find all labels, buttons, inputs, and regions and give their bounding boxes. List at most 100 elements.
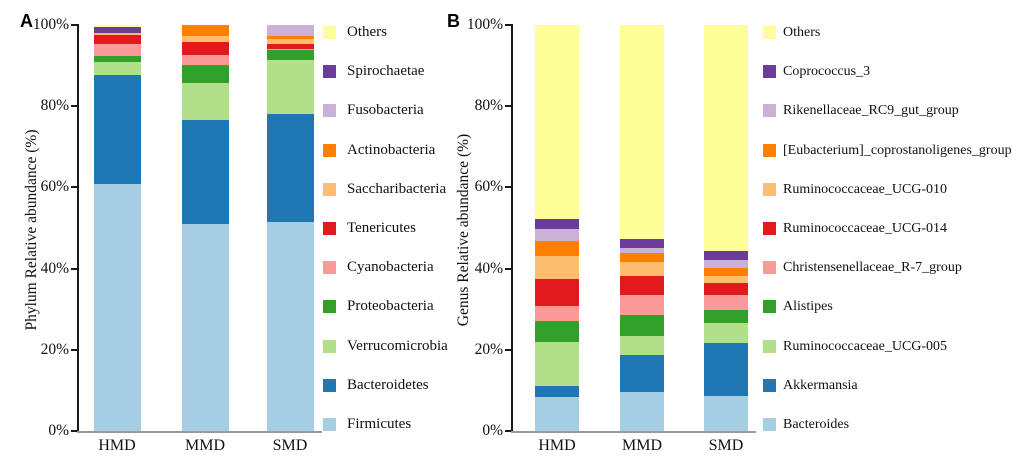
y-axis-line — [511, 24, 513, 432]
bar-segment-Bacteroidetes — [94, 75, 141, 184]
y-tick-label: 20% — [474, 341, 503, 358]
legend-swatch-Others — [323, 26, 336, 39]
bar-segment-Fusobacteria — [94, 33, 141, 34]
bar-segment-[Eubacterium]_coprostanoligenes_group — [620, 253, 664, 262]
legend-swatch-Actinobacteria — [323, 144, 336, 157]
panel-b-label: B — [447, 11, 460, 31]
legend-swatch-Firmicutes — [323, 418, 336, 431]
bar-segment-Ruminococcaceae_UCG-005 — [704, 323, 748, 343]
y-tick — [71, 24, 77, 26]
y-tick — [505, 268, 511, 270]
legend-swatch-Cyanobacteria — [323, 261, 336, 274]
legend-label-Rikenellaceae_RC9_gut_group: Rikenellaceae_RC9_gut_group — [783, 103, 959, 118]
legend-label-Others: Others — [347, 24, 387, 40]
bar-segment-Ruminococcaceae_UCG-005 — [535, 342, 579, 386]
y-tick — [505, 186, 511, 188]
bar-segment-Firmicutes — [267, 222, 314, 431]
legend-label-Actinobacteria: Actinobacteria — [347, 142, 436, 158]
category-label-SMD: SMD — [708, 437, 744, 454]
bar-segment-Spirochaetae — [94, 27, 141, 33]
legend-label-Spirochaetae: Spirochaetae — [347, 63, 425, 79]
bar-segment-Christensenellaceae_R-7_group — [704, 295, 748, 310]
legend-label-Alistipes: Alistipes — [783, 299, 833, 314]
legend-swatch-Ruminococcaceae_UCG-014 — [763, 222, 776, 235]
bar-segment-Akkermansia — [704, 343, 748, 396]
y-tick-label: 100% — [32, 16, 69, 33]
legend-label-Saccharibacteria: Saccharibacteria — [347, 181, 447, 197]
bar-segment-[Eubacterium]_coprostanoligenes_group — [704, 268, 748, 276]
bar-segment-Others — [535, 25, 579, 219]
y-tick — [71, 268, 77, 270]
bar-segment-Verrucomicrobia — [182, 83, 229, 120]
y-tick — [505, 24, 511, 26]
legend-swatch-Ruminococcaceae_UCG-010 — [763, 183, 776, 196]
category-label-HMD: HMD — [538, 437, 576, 454]
bar-segment-Cyanobacteria — [94, 44, 141, 56]
bar-segment-Firmicutes — [182, 224, 229, 431]
bar-segment-Actinobacteria — [182, 25, 229, 36]
bar-segment-Bacteroides — [620, 392, 664, 431]
bar-segment-Cyanobacteria — [267, 49, 314, 50]
legend-swatch-Tenericutes — [323, 222, 336, 235]
bar-segment-Coprococcus_3 — [704, 251, 748, 260]
y-tick-label: 0% — [48, 422, 69, 439]
legend-label-Ruminococcaceae_UCG-005: Ruminococcaceae_UCG-005 — [783, 339, 948, 354]
legend-label-Verrucomicrobia: Verrucomicrobia — [347, 338, 448, 354]
legend-label-Coprococcus_3: Coprococcus_3 — [783, 64, 871, 79]
bar-segment-Proteobacteria — [182, 65, 229, 83]
y-tick — [71, 105, 77, 107]
y-tick — [505, 105, 511, 107]
legend-label-Bacteroides: Bacteroides — [783, 417, 850, 432]
y-tick-label: 0% — [482, 422, 503, 439]
legend-label-Cyanobacteria: Cyanobacteria — [347, 259, 434, 275]
legend-swatch-Spirochaetae — [323, 65, 336, 78]
bar-segment-Bacteroides — [704, 396, 748, 431]
legend-label-[Eubacterium]_coprostanoligenes_group: [Eubacterium]_coprostanoligenes_group — [783, 143, 1012, 158]
bar-segment-Rikenellaceae_RC9_gut_group — [704, 260, 748, 268]
y-tick — [71, 430, 77, 432]
legend-swatch-Bacteroidetes — [323, 379, 336, 392]
category-label-HMD: HMD — [98, 437, 136, 454]
legend-label-Firmicutes: Firmicutes — [347, 416, 412, 432]
bar-segment-Ruminococcaceae_UCG-014 — [620, 276, 664, 295]
y-tick — [505, 349, 511, 351]
panel-a-label: A — [20, 11, 33, 31]
bar-segment-Tenericutes — [182, 42, 229, 55]
bar-segment-Bacteroidetes — [267, 114, 314, 222]
legend-swatch-Proteobacteria — [323, 300, 336, 313]
bar-segment-Cyanobacteria — [182, 55, 229, 65]
legend-swatch-Alistipes — [763, 300, 776, 313]
bar-segment-Verrucomicrobia — [267, 60, 314, 114]
bar-segment-Actinobacteria — [267, 36, 314, 39]
bar-segment-Saccharibacteria — [94, 34, 141, 35]
legend-swatch-Verrucomicrobia — [323, 340, 336, 353]
bar-segment-Saccharibacteria — [182, 36, 229, 42]
legend-swatch-[Eubacterium]_coprostanoligenes_group — [763, 144, 776, 157]
category-label-MMD: MMD — [184, 437, 225, 454]
bar-segment-Akkermansia — [535, 386, 579, 397]
legend-swatch-Bacteroides — [763, 418, 776, 431]
bar-segment-Ruminococcaceae_UCG-005 — [620, 336, 664, 355]
y-tick — [71, 186, 77, 188]
bar-segment-Christensenellaceae_R-7_group — [620, 295, 664, 315]
bar-segment-Proteobacteria — [94, 56, 141, 62]
bar-segment-Rikenellaceae_RC9_gut_group — [620, 248, 664, 253]
bar-segment-Saccharibacteria — [267, 39, 314, 44]
y-tick-label: 40% — [40, 260, 69, 277]
bar-segment-Proteobacteria — [267, 50, 314, 60]
legend-swatch-Coprococcus_3 — [763, 65, 776, 78]
legend-label-Others: Others — [783, 25, 821, 40]
bar-segment-Fusobacteria — [267, 25, 314, 36]
bar-segment-Bacteroides — [535, 397, 579, 431]
bar-segment-Christensenellaceae_R-7_group — [535, 306, 579, 321]
x-axis-line — [511, 431, 756, 433]
legend-label-Fusobacteria: Fusobacteria — [347, 102, 424, 118]
y-tick-label: 80% — [474, 97, 503, 114]
legend-swatch-Saccharibacteria — [323, 183, 336, 196]
legend-swatch-Others — [763, 26, 776, 39]
bar-segment-[Eubacterium]_coprostanoligenes_group — [535, 241, 579, 256]
bar-segment-Others — [94, 25, 141, 27]
